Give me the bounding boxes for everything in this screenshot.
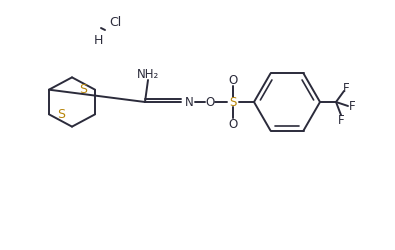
Text: O: O xyxy=(228,118,238,130)
Text: F: F xyxy=(338,114,344,126)
Text: Cl: Cl xyxy=(109,16,121,28)
Text: S: S xyxy=(79,83,87,96)
Text: F: F xyxy=(343,82,349,94)
Text: S: S xyxy=(57,108,65,121)
Text: O: O xyxy=(205,96,214,108)
Text: S: S xyxy=(229,96,237,108)
Text: N: N xyxy=(184,96,194,108)
Text: O: O xyxy=(228,74,238,86)
Text: F: F xyxy=(349,100,356,114)
Text: NH₂: NH₂ xyxy=(137,68,159,80)
Text: H: H xyxy=(93,34,103,46)
